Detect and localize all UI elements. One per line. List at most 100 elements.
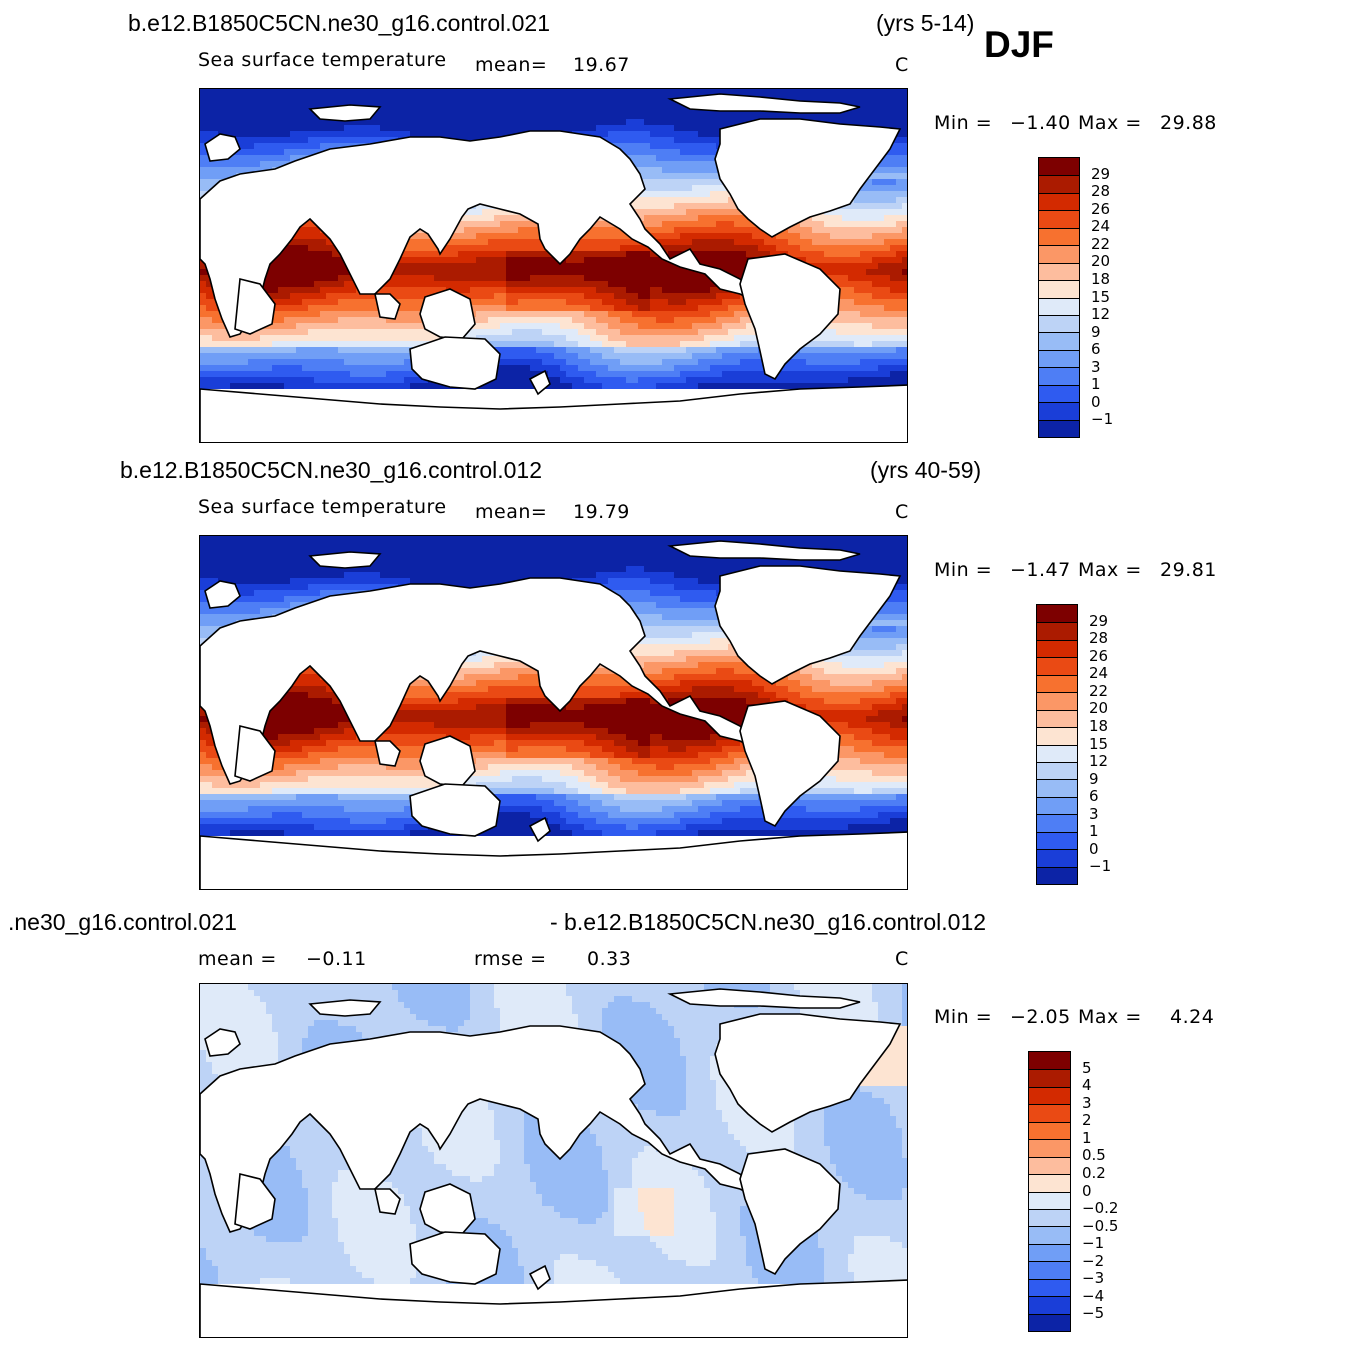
panel3-rmse-label: rmse = [474, 948, 547, 970]
colorbar-swatch [1037, 692, 1077, 710]
colorbar-tick-label: 4 [1082, 1076, 1092, 1095]
colorbar-swatch [1039, 367, 1079, 385]
colorbar-tick-label: 15 [1089, 734, 1109, 753]
colorbar-tick-label: −0.2 [1082, 1199, 1119, 1218]
colorbar-tick-label: 12 [1089, 752, 1109, 771]
panel2-max-label: Max = [1078, 559, 1142, 581]
land-outline [200, 130, 762, 338]
colorbar-tick-label: 29 [1091, 164, 1111, 183]
colorbar-swatch [1037, 779, 1077, 797]
colorbar-tick-label: 18 [1091, 269, 1111, 288]
panel3-mean-label: mean = [198, 948, 277, 970]
colorbar-tick-label: −1 [1082, 1234, 1105, 1253]
colorbar-swatch [1039, 158, 1079, 176]
colorbar-swatch [1029, 1104, 1070, 1122]
colorbar-swatch [1039, 419, 1079, 437]
panel2-variable: Sea surface temperature [198, 496, 447, 518]
panel1-map [199, 88, 908, 443]
panel2-min-label: Min = [934, 559, 993, 581]
land-outline [234, 724, 276, 782]
panel1-colorbar [1038, 157, 1080, 438]
panel2-mean-value: 19.79 [573, 501, 630, 523]
colorbar-swatch [1037, 796, 1077, 815]
colorbar-tick-label: 12 [1091, 305, 1111, 324]
colorbar-swatch [1029, 1278, 1070, 1297]
land-outline [200, 384, 907, 442]
colorbar-swatch [1039, 332, 1079, 350]
colorbar-swatch [1039, 297, 1079, 315]
colorbar-swatch [1039, 384, 1079, 403]
land-outline [200, 577, 762, 785]
panel3-case-title: .ne30_g16.control.021 [8, 909, 237, 935]
colorbar-swatch [1037, 866, 1077, 884]
panel3-max-value: 4.24 [1170, 1006, 1215, 1028]
colorbar-tick-label: 22 [1089, 681, 1109, 700]
land-outline [739, 700, 841, 828]
colorbar-tick-label: 18 [1089, 716, 1109, 735]
colorbar-tick-label: 28 [1091, 182, 1111, 201]
map-field [200, 89, 907, 442]
land-outline [234, 1172, 276, 1230]
colorbar-swatch [1039, 192, 1079, 211]
colorbar-tick-label: 26 [1089, 646, 1109, 665]
colorbar-swatch [1029, 1121, 1070, 1140]
colorbar-swatch [1037, 831, 1077, 850]
land-outline [739, 253, 841, 381]
colorbar-swatch [1029, 1208, 1070, 1227]
colorbar-tick-label: 20 [1091, 252, 1111, 271]
colorbar-swatch [1029, 1226, 1070, 1244]
colorbar-swatch [1037, 727, 1077, 745]
panel3-difference-title: - b.e12.B1850C5CN.ne30_g16.control.012 [550, 909, 987, 935]
colorbar-tick-label: 0 [1082, 1181, 1092, 1200]
panel1-case-title: b.e12.B1850C5CN.ne30_g16.control.021 [128, 10, 550, 36]
colorbar-tick-label: −1 [1091, 410, 1114, 429]
land-outline [409, 783, 501, 837]
land-outline [419, 288, 476, 340]
panel2-mean-label: mean= [475, 501, 548, 523]
colorbar-tick-label: −3 [1082, 1269, 1105, 1288]
colorbar-swatch [1037, 761, 1077, 780]
land-outline [374, 1188, 401, 1215]
colorbar-swatch [1039, 245, 1079, 263]
land-outline [204, 580, 241, 609]
colorbar-swatch [1039, 280, 1079, 298]
colorbar-swatch [1039, 402, 1079, 420]
colorbar-swatch [1029, 1069, 1070, 1087]
land-outline [667, 93, 861, 114]
colorbar-swatch [1029, 1191, 1070, 1209]
colorbar-swatch [1037, 814, 1077, 832]
land-outline [308, 999, 382, 1017]
colorbar-tick-label: 15 [1091, 287, 1111, 306]
colorbar-swatch [1037, 849, 1077, 867]
colorbar-swatch [1039, 314, 1079, 333]
colorbar-swatch [1037, 605, 1077, 623]
land-outline [308, 104, 382, 122]
land-outline [308, 551, 382, 569]
panel3-mean-value: −0.11 [306, 948, 367, 970]
panel2-colorbar [1036, 604, 1078, 885]
colorbar-tick-label: 0 [1091, 392, 1101, 411]
land-outline [409, 336, 501, 390]
colorbar-tick-label: 20 [1089, 699, 1109, 718]
colorbar-tick-label: −2 [1082, 1251, 1105, 1270]
panel1-max-label: Max = [1078, 112, 1142, 134]
colorbar-tick-label: 1 [1082, 1128, 1092, 1147]
panel3-colorbar [1028, 1051, 1071, 1332]
land-outline [419, 735, 476, 787]
colorbar-tick-label: 1 [1091, 375, 1101, 394]
colorbar-tick-label: 2 [1082, 1111, 1092, 1130]
colorbar-tick-label: −0.5 [1082, 1216, 1119, 1235]
panel2-years: (yrs 40-59) [870, 457, 982, 483]
map-field [200, 984, 907, 1337]
colorbar-tick-label: 22 [1091, 234, 1111, 253]
panel3-units: C [895, 948, 909, 970]
colorbar-tick-label: 26 [1091, 199, 1111, 218]
land-outline [200, 831, 907, 889]
land-outline [714, 1013, 902, 1133]
colorbar-tick-label: 9 [1091, 322, 1101, 341]
land-outline [714, 565, 902, 685]
colorbar-tick-label: 24 [1091, 217, 1111, 236]
season-label: DJF [984, 24, 1054, 65]
panel1-min-label: Min = [934, 112, 993, 134]
land-outline [419, 1183, 476, 1235]
